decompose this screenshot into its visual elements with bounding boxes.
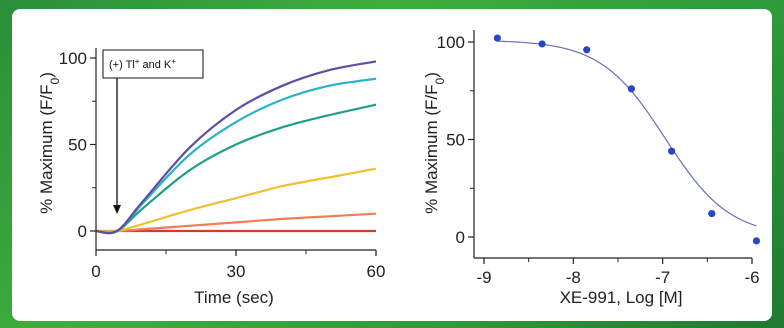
left-x-tick-label: 0 bbox=[91, 262, 100, 281]
annotation-box bbox=[102, 49, 204, 79]
data-point bbox=[708, 210, 716, 218]
right-y-tick-label: 0 bbox=[456, 228, 465, 247]
series-line bbox=[95, 212, 377, 233]
data-point bbox=[627, 85, 636, 93]
right-data-points bbox=[493, 34, 761, 245]
right-x-tick-label: -6 bbox=[744, 268, 759, 287]
right-x-tick-label: -7 bbox=[655, 268, 670, 287]
left-x-axis-label: Time (sec) bbox=[194, 288, 274, 307]
right-y-tick-label: 100 bbox=[437, 33, 465, 52]
left-chart: 0 30 60 0 50 100 Time (sec) % Maximum (F/F0)… bbox=[37, 48, 385, 307]
data-point bbox=[583, 46, 591, 54]
series-line bbox=[95, 60, 377, 235]
right-x-axis-label: XE-991, Log [M] bbox=[560, 288, 683, 307]
right-x-ticks: -9 -8 -7 -6 bbox=[476, 258, 760, 287]
annotation-text: (+) Tl+ and K+ bbox=[109, 57, 176, 72]
left-y-ticks: 0 50 100 bbox=[59, 49, 96, 241]
left-y-tick-label: 0 bbox=[78, 222, 87, 241]
right-y-tick-label: 50 bbox=[446, 131, 465, 150]
left-series-lines bbox=[95, 60, 377, 235]
data-point bbox=[668, 147, 676, 155]
series-line bbox=[95, 77, 377, 235]
left-y-tick-label: 50 bbox=[68, 136, 87, 155]
annotation-arrow-head bbox=[113, 205, 121, 214]
right-chart: -9 -8 -7 -6 0 50 100 XE-991, Log [M] % Maximu… bbox=[422, 30, 761, 307]
data-point bbox=[752, 237, 761, 245]
series-line bbox=[95, 103, 377, 234]
data-point bbox=[493, 34, 501, 42]
left-x-ticks: 0 30 60 bbox=[91, 250, 385, 281]
left-y-axis-label: % Maximum (F/F0) bbox=[37, 72, 62, 214]
left-y-tick-label: 100 bbox=[59, 49, 87, 68]
left-x-tick-label: 60 bbox=[367, 262, 386, 281]
left-x-tick-label: 30 bbox=[227, 262, 246, 281]
right-x-tick-label: -8 bbox=[566, 268, 581, 287]
fit-curve bbox=[497, 40, 757, 227]
right-y-axis-label: % Maximum (F/F0) bbox=[422, 72, 447, 214]
right-x-tick-label: -9 bbox=[476, 268, 491, 287]
data-point bbox=[538, 40, 546, 48]
right-y-ticks: 0 50 100 bbox=[437, 33, 474, 247]
